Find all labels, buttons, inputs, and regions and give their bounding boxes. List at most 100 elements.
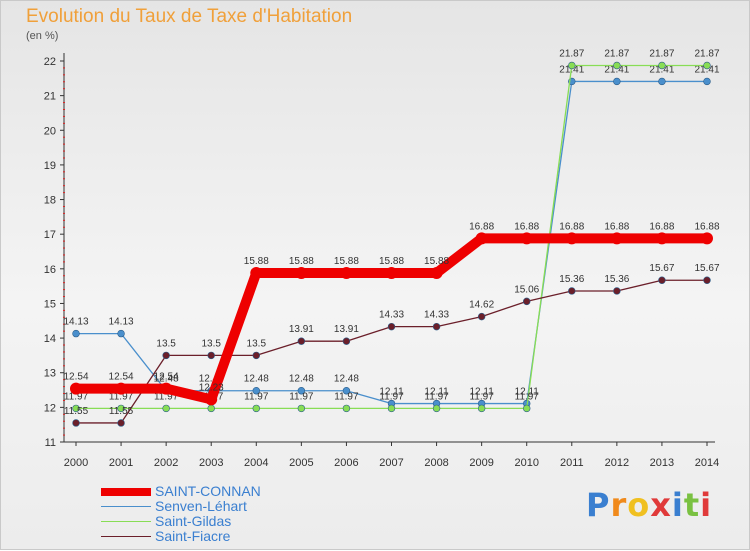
data-label: 16.88 (694, 221, 719, 232)
series-saint-fiacre: 11.55 11.55 13.5 13.5 13.5 13.91 13.91 14.33 14.… (64, 263, 720, 427)
legend-label-saint-fiacre: Saint-Fiacre (155, 528, 231, 544)
data-point (523, 404, 531, 413)
data-label: 11.97 (515, 391, 540, 402)
data-point (703, 61, 711, 70)
data-label: 12.48 (334, 374, 359, 385)
x-tick-label: 2004 (244, 457, 268, 469)
chart-title: Evolution du Taux de Taxe d'Habitation (26, 6, 353, 27)
data-point (385, 266, 398, 279)
data-label: 11.97 (64, 391, 89, 402)
data-point (703, 77, 711, 86)
data-label: 11.97 (424, 391, 449, 402)
data-label: 21.41 (604, 64, 629, 75)
data-point (342, 387, 351, 395)
data-point (610, 232, 623, 245)
x-tick-label: 2006 (334, 457, 358, 469)
data-point (430, 266, 443, 279)
y-tick-label: 13 (44, 368, 56, 380)
data-label: 11.97 (244, 391, 269, 402)
x-tick-label: 2003 (199, 457, 223, 469)
x-tick-label: 2009 (469, 457, 493, 469)
data-point (658, 276, 666, 284)
y-tick-label: 21 (44, 91, 56, 103)
data-point (387, 404, 396, 413)
data-point (207, 404, 215, 413)
logo-letter: i (671, 486, 684, 524)
data-label: 21.41 (559, 64, 584, 75)
data-point (297, 404, 306, 413)
data-label: 12.23 (199, 382, 224, 393)
logo-letter: P (586, 486, 611, 524)
data-label: 14.13 (109, 317, 134, 328)
legend-label-saint-gildas: Saint-Gildas (155, 513, 232, 529)
data-point (252, 351, 260, 360)
data-label: 16.88 (514, 221, 539, 232)
data-point (72, 329, 80, 338)
data-point (477, 312, 486, 321)
data-point (117, 404, 125, 413)
data-label: 13.5 (156, 338, 176, 349)
y-tick-label: 16 (44, 264, 56, 276)
data-point (432, 322, 441, 331)
data-label: 15.36 (604, 274, 629, 285)
data-label: 16.88 (604, 221, 629, 232)
data-label: 13.5 (247, 338, 267, 349)
data-label: 14.33 (379, 310, 404, 321)
data-label: 12.11 (515, 387, 540, 398)
data-label: 12.54 (154, 372, 179, 383)
legend-label-senven-lehart: Senven-Léhart (155, 498, 247, 514)
data-point (252, 387, 260, 395)
x-tick-label: 2010 (514, 457, 538, 469)
data-point (295, 266, 308, 279)
series-senven-l-hart: 14.13 14.13 12.48 12.48 12.48 12.48 12.48 12.11… (63, 64, 720, 408)
x-tick-label: 2013 (650, 457, 674, 469)
data-label: 11.97 (154, 391, 179, 402)
y-tick-label: 17 (44, 229, 56, 241)
x-tick-label: 2008 (424, 457, 448, 469)
data-point (72, 404, 80, 413)
data-label: 21.87 (694, 49, 719, 60)
data-label: 11.97 (289, 391, 314, 402)
chart-subtitle: (en %) (26, 30, 59, 42)
data-point (701, 232, 713, 245)
data-label: 21.87 (559, 49, 584, 60)
data-label: 15.06 (514, 284, 539, 295)
data-label: 13.91 (289, 324, 314, 335)
data-point (342, 404, 351, 413)
legend-swatch-saint-gildas (101, 521, 151, 522)
y-tick-label: 14 (44, 333, 56, 345)
data-point (703, 276, 711, 284)
data-label: 11.55 (64, 406, 89, 417)
data-label: 15.88 (379, 256, 404, 267)
data-label: 12.48 (244, 374, 269, 385)
y-tick-label: 15 (44, 298, 56, 310)
legend-swatch-saint-connan (101, 488, 151, 496)
data-label: 16.88 (559, 221, 584, 232)
x-tick-label: 2005 (289, 457, 313, 469)
data-point (658, 61, 666, 70)
logo-letter: r (610, 486, 628, 524)
legend-swatch-saint-fiacre (101, 536, 151, 537)
data-label: 15.67 (649, 263, 674, 274)
data-label: 14.13 (63, 317, 88, 328)
logo-letter: x (650, 486, 672, 524)
logo-letter: o (627, 486, 651, 524)
y-tick-label: 20 (44, 125, 56, 137)
data-label: 15.88 (334, 256, 359, 267)
x-tick-label: 2011 (560, 457, 584, 469)
x-tick-label: 2000 (64, 457, 88, 469)
data-label: 16.88 (469, 221, 494, 232)
logo-letter: t (683, 486, 701, 524)
data-label: 12.48 (154, 374, 179, 385)
data-point (252, 404, 260, 413)
data-point (520, 232, 533, 245)
x-tick-label: 2002 (154, 457, 178, 469)
y-tick-label: 19 (44, 160, 56, 172)
y-tick-label: 22 (44, 56, 56, 68)
y-tick-label: 18 (44, 195, 56, 207)
data-label: 11.97 (334, 391, 359, 402)
data-label: 13.5 (201, 338, 221, 349)
data-point (297, 337, 306, 345)
y-tick-label: 12 (44, 402, 56, 414)
data-point (162, 404, 170, 413)
